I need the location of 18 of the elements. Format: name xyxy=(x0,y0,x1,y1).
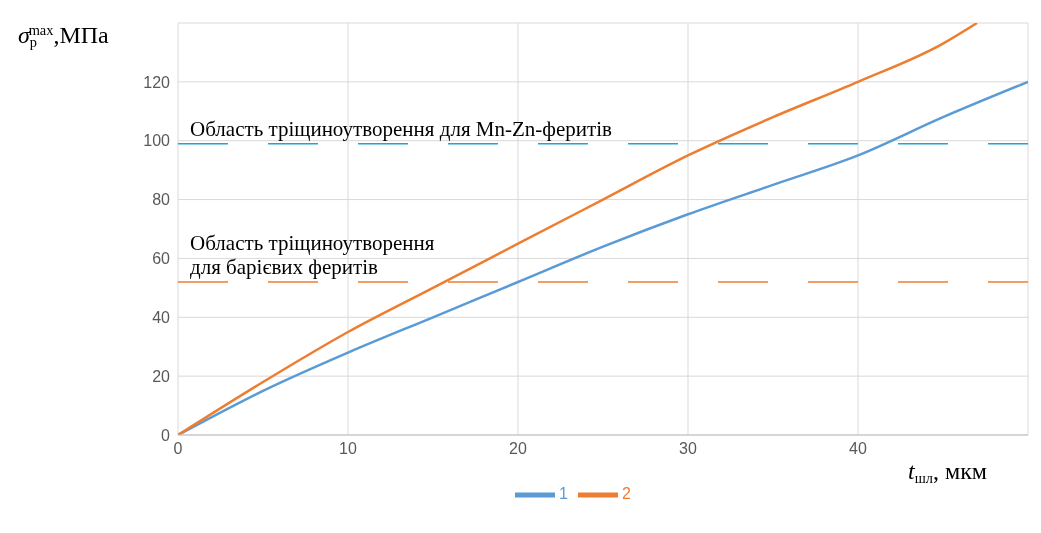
y-tick-label: 20 xyxy=(152,367,171,385)
y-axis-title: σ$_{p}$$^{max}$,МПа xyxy=(18,21,110,51)
y-tick-label: 60 xyxy=(152,250,171,268)
ref-line-label: Область тріщиноутворення для Mn-Zn-феритів xyxy=(190,116,612,141)
y-tick-label: 40 xyxy=(152,308,171,326)
x-axis-title: t$_{шл}$, мкм xyxy=(908,458,987,487)
y-tick-label: 100 xyxy=(143,132,171,150)
ref-line-label: Область тріщиноутворення для барієвих феритів xyxy=(190,230,435,279)
x-tick-label: 10 xyxy=(339,440,357,458)
legend-label: 2 xyxy=(622,485,631,503)
y-tick-label: 0 xyxy=(161,426,171,444)
x-tick-label: 40 xyxy=(849,440,867,458)
x-tick-label: 20 xyxy=(509,440,527,458)
legend-label: 1 xyxy=(559,485,568,503)
x-tick-label: 0 xyxy=(173,440,183,458)
y-tick-label: 120 xyxy=(143,73,171,91)
y-tick-label: 80 xyxy=(152,191,171,209)
x-tick-label: 30 xyxy=(679,440,697,458)
